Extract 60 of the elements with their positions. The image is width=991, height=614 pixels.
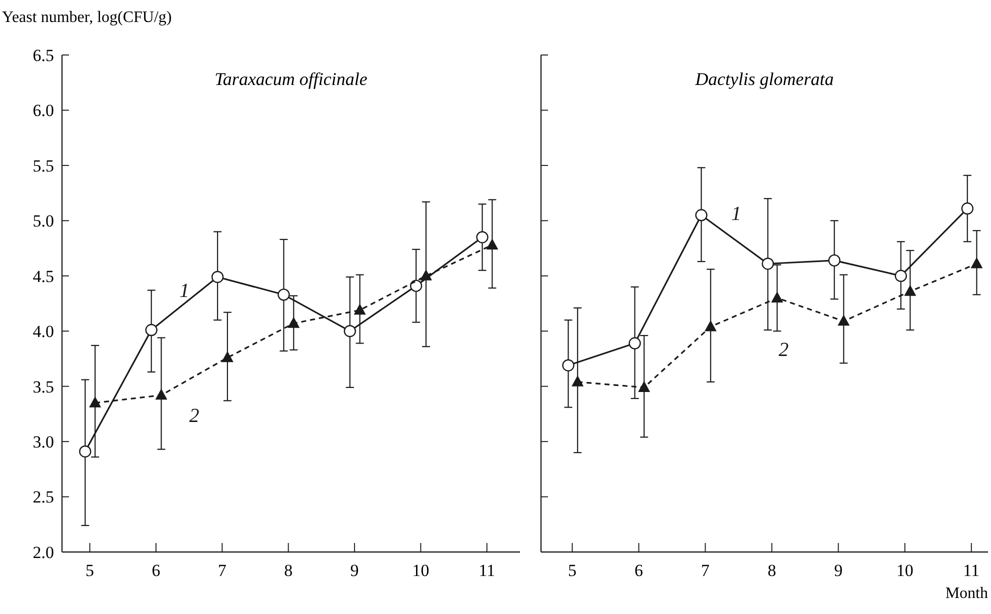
point (288, 316, 300, 328)
y-tick-label: 2.0 (32, 542, 54, 562)
point (970, 257, 983, 268)
point (145, 324, 158, 336)
point (155, 388, 168, 400)
point (638, 380, 650, 392)
y-tick-label: 2.5 (32, 488, 54, 507)
point (762, 258, 774, 270)
x-tick-label: 6 (634, 561, 644, 580)
y-tick-label: 4.0 (32, 322, 54, 342)
x-tick-label: 10 (896, 561, 914, 580)
y-tick-label: 6.5 (32, 46, 54, 65)
y-tick-label: 6.0 (32, 101, 54, 120)
y-tick-label: 3.5 (32, 377, 54, 396)
y-axis-title: Yeast number, log(CFU/g) (2, 9, 172, 26)
point (211, 270, 224, 284)
x-tick-label: 9 (834, 561, 843, 580)
series-label: 2 (189, 405, 200, 428)
y-tick-label: 4.5 (32, 266, 54, 286)
point (420, 269, 432, 280)
y-tick-label: 5.5 (32, 156, 54, 176)
x-tick-label: 6 (152, 561, 160, 580)
series-label: 2 (778, 339, 789, 362)
point (486, 238, 498, 250)
point (894, 270, 907, 282)
y-tick-label: 3.0 (32, 432, 54, 452)
point (628, 337, 641, 350)
point (79, 445, 92, 458)
point (410, 280, 422, 292)
point (89, 396, 102, 408)
series-label: 1 (731, 203, 742, 226)
point (771, 291, 784, 302)
text: Dactylis glomerata (694, 69, 834, 89)
point (344, 325, 356, 338)
point (838, 314, 850, 326)
point (704, 320, 717, 332)
series-label: 1 (179, 280, 190, 302)
point (904, 284, 916, 296)
x-axis-title: Month (945, 585, 988, 602)
x-tick-label: 5 (568, 561, 577, 580)
point (221, 351, 234, 362)
point (562, 359, 574, 372)
point (572, 375, 584, 386)
text: Taraxacum officinale (214, 69, 368, 89)
point (354, 304, 366, 315)
point (961, 202, 974, 215)
point (476, 231, 488, 244)
x-tick-label: 7 (218, 561, 227, 580)
x-tick-label: 8 (284, 561, 293, 580)
x-tick-label: 11 (478, 561, 496, 580)
x-tick-label: 10 (412, 561, 430, 580)
x-tick-label: 7 (701, 561, 710, 580)
x-tick-label: 9 (350, 561, 359, 580)
y-tick-label: 5.0 (32, 212, 54, 231)
x-tick-label: 5 (86, 561, 94, 580)
point (828, 254, 840, 267)
x-tick-label: 8 (768, 561, 776, 580)
x-tick-label: 11 (963, 561, 980, 580)
point (278, 288, 290, 301)
point (695, 209, 708, 222)
